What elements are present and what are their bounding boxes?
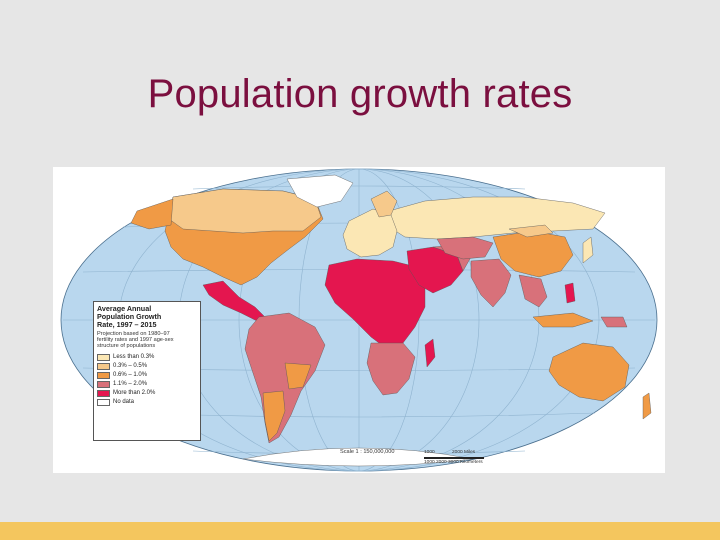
legend-item: Less than 0.3%: [97, 353, 197, 362]
region-southeast-asia: [518, 274, 548, 308]
map-scale-text: Scale 1 : 150,000,000: [340, 449, 395, 455]
legend-swatch: [97, 363, 110, 371]
legend-note-line1: Projection based on 1980–97: [97, 330, 170, 337]
region-png: [600, 316, 628, 328]
legend-swatch: [97, 372, 110, 380]
legend-label: More than 2.0%: [113, 390, 156, 397]
legend-swatch: [97, 381, 110, 389]
region-madagascar: [424, 338, 436, 368]
legend-label: 1.1% – 2.0%: [113, 381, 148, 388]
region-indonesia: [532, 312, 594, 328]
legend-swatch: [97, 354, 110, 362]
region-south-asia: [470, 258, 512, 308]
map-legend: Average Annual Population Growth Rate, 1…: [93, 301, 201, 441]
region-australia: [548, 342, 630, 402]
legend-swatch: [97, 390, 110, 398]
legend-label: 0.6% – 1.0%: [113, 372, 148, 379]
legend-note-line3: structure of populations: [97, 343, 156, 350]
region-brazil-south: [284, 362, 312, 390]
legend-note-line2: fertility rates and 1997 age-sex: [97, 336, 174, 343]
region-japan: [582, 236, 594, 264]
legend-title-line1: Average Annual: [97, 304, 152, 313]
region-argentina: [262, 390, 286, 442]
region-southern-africa: [366, 342, 416, 396]
region-russia: [388, 196, 606, 240]
region-central-asia: [436, 236, 494, 260]
legend-title-line3: Rate, 1997 – 2015: [97, 319, 157, 329]
legend-item: No data: [97, 398, 197, 407]
region-greenland: [286, 174, 354, 208]
legend-title-line2: Population Growth: [97, 311, 162, 321]
legend-label: No data: [113, 399, 135, 406]
scalebar-top-right: 2000 Miles: [452, 450, 476, 455]
region-mongolia: [508, 224, 554, 238]
region-antarctica: [242, 447, 474, 467]
legend-items: Less than 0.3% 0.3% – 0.5% 0.6% – 1.0% 1…: [97, 353, 197, 407]
scalebar-line: [424, 457, 484, 459]
region-north-africa: [324, 258, 426, 350]
legend-item: 0.3% – 0.5%: [97, 362, 197, 371]
world-map: [53, 167, 665, 473]
slide-title: Population growth rates: [147, 72, 573, 116]
legend-item: More than 2.0%: [97, 389, 197, 398]
scalebar-bottom: 1000 2000 3000 Kilometers: [424, 460, 483, 465]
legend-item: 0.6% – 1.0%: [97, 371, 197, 380]
region-philippines: [564, 282, 576, 304]
region-scandinavia: [370, 190, 398, 218]
scalebar-top-left: 1000: [424, 450, 435, 455]
footer-accent-bar: [0, 522, 720, 540]
legend-label: 0.3% – 0.5%: [113, 363, 148, 370]
region-alaska: [130, 198, 174, 230]
legend-item: 1.1% – 2.0%: [97, 380, 197, 389]
legend-note: Projection based on 1980–97 fertility ra…: [97, 331, 197, 349]
map-scalebar: 1000 2000 Miles 1000 2000 3000 Kilometer…: [424, 450, 488, 465]
legend-label: Less than 0.3%: [113, 354, 155, 361]
legend-swatch: [97, 399, 110, 407]
world-map-svg: [60, 168, 658, 472]
region-canada: [168, 188, 322, 234]
region-new-zealand: [642, 392, 652, 420]
